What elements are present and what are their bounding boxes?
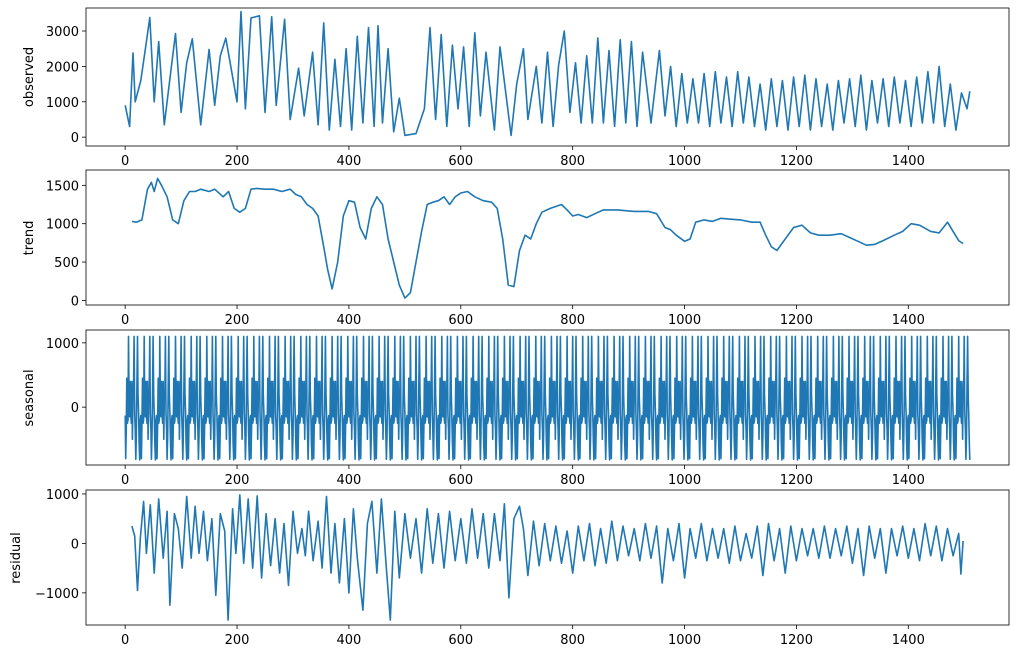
seasonal-series-line bbox=[124, 335, 971, 461]
seasonal-xtick-label: 1000 bbox=[668, 473, 701, 488]
observed-xtick-label: 400 bbox=[337, 154, 362, 169]
observed-xtick-label: 0 bbox=[121, 154, 129, 169]
residual-ytick-label: 1000 bbox=[46, 488, 79, 503]
trend-xtick-label: 1000 bbox=[668, 313, 701, 328]
observed-axes-frame bbox=[85, 7, 1010, 147]
seasonal-ylabel: seasonal bbox=[22, 369, 37, 426]
residual-ytick-label: −1000 bbox=[35, 587, 79, 602]
trend-ytick-label: 1500 bbox=[46, 179, 79, 194]
trend-xtick-label: 1400 bbox=[892, 313, 925, 328]
trend-axes-frame bbox=[85, 169, 1010, 306]
observed-xtick-label: 800 bbox=[560, 154, 585, 169]
trend-panel: trend 0 200 400 600 800 1000 1200 1400 0 500 1000 1… bbox=[22, 169, 1010, 328]
observed-xtick-label: 200 bbox=[225, 154, 250, 169]
seasonal-xtick-label: 0 bbox=[121, 473, 129, 488]
trend-xtick-label: 200 bbox=[225, 313, 250, 328]
seasonal-ytick-label: 0 bbox=[71, 401, 79, 416]
seasonal-xtick-label: 1200 bbox=[780, 473, 813, 488]
trend-xtick-label: 600 bbox=[448, 313, 473, 328]
residual-xtick-label: 200 bbox=[225, 633, 250, 648]
observed-series-line bbox=[124, 10, 971, 137]
residual-ylabel: residual bbox=[9, 532, 24, 584]
trend-xtick-label: 0 bbox=[121, 313, 129, 328]
observed-xtick-label: 1400 bbox=[892, 154, 925, 169]
seasonal-xtick-label: 1400 bbox=[892, 473, 925, 488]
seasonal-xtick-label: 200 bbox=[225, 473, 250, 488]
residual-panel: residual 0 200 400 600 800 1000 1200 1400 −1000 0… bbox=[9, 488, 1010, 648]
trend-ytick-label: 1000 bbox=[46, 218, 79, 233]
observed-ytick-label: 2000 bbox=[46, 60, 79, 75]
seasonal-axes-frame bbox=[85, 329, 1010, 466]
observed-ylabel: observed bbox=[22, 47, 37, 107]
residual-xtick-label: 800 bbox=[560, 633, 585, 648]
trend-xtick-label: 400 bbox=[337, 313, 362, 328]
residual-xtick-label: 400 bbox=[337, 633, 362, 648]
observed-xtick-label: 1200 bbox=[780, 154, 813, 169]
observed-ytick-label: 1000 bbox=[46, 96, 79, 111]
trend-series-line bbox=[131, 177, 964, 299]
trend-ylabel: trend bbox=[22, 221, 37, 256]
seasonal-xtick-label: 800 bbox=[560, 473, 585, 488]
residual-xtick-label: 1400 bbox=[892, 633, 925, 648]
observed-ytick-label: 0 bbox=[71, 131, 79, 146]
residual-xtick-label: 1200 bbox=[780, 633, 813, 648]
observed-ytick-label: 3000 bbox=[46, 25, 79, 40]
seasonal-ytick-label: 1000 bbox=[46, 337, 79, 352]
observed-panel: observed 0 200 400 600 800 1000 1200 1400 0 1000 2… bbox=[22, 7, 1010, 169]
trend-xtick-label: 1200 bbox=[780, 313, 813, 328]
residual-series-line bbox=[131, 494, 964, 621]
residual-axes-frame bbox=[85, 489, 1010, 626]
seasonal-xtick-label: 400 bbox=[337, 473, 362, 488]
observed-xtick-label: 1000 bbox=[668, 154, 701, 169]
trend-xtick-label: 800 bbox=[560, 313, 585, 328]
trend-ytick-label: 500 bbox=[54, 256, 79, 271]
seasonal-panel: seasonal 0 200 400 600 800 1000 1200 1400 0 1000 bbox=[22, 329, 1010, 488]
residual-ytick-label: 0 bbox=[71, 537, 79, 552]
residual-xtick-label: 600 bbox=[448, 633, 473, 648]
seasonal-xtick-label: 600 bbox=[448, 473, 473, 488]
residual-xtick-label: 1000 bbox=[668, 633, 701, 648]
trend-ytick-label: 0 bbox=[71, 294, 79, 309]
observed-xtick-label: 600 bbox=[448, 154, 473, 169]
residual-xtick-label: 0 bbox=[121, 633, 129, 648]
